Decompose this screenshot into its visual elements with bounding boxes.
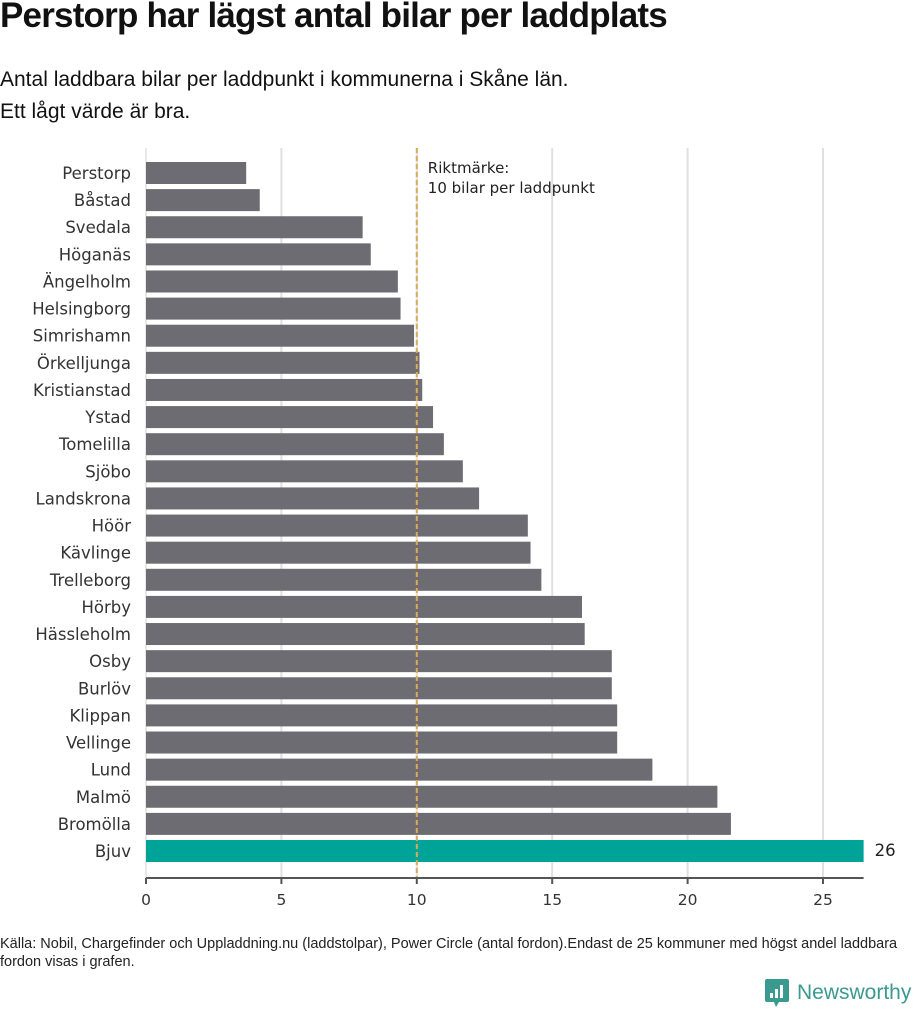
bar-höör <box>146 514 528 537</box>
bar-simrishamn <box>146 324 415 347</box>
bar-osby <box>146 650 612 673</box>
category-label: Ängelholm <box>43 272 131 291</box>
category-label: Örkelljunga <box>37 354 131 373</box>
category-label: Ystad <box>84 408 131 427</box>
bar-ängelholm <box>146 270 398 293</box>
bar-örkelljunga <box>146 351 420 374</box>
bar-malmö <box>146 785 718 808</box>
category-label: Hörby <box>81 598 131 617</box>
category-label: Hässleholm <box>35 625 131 644</box>
category-label: Perstorp <box>62 164 131 183</box>
chart-subtitle: Antal laddbara bilar per laddpunkt i kom… <box>0 64 569 128</box>
category-label: Kävlinge <box>60 544 131 563</box>
bar-kävlinge <box>146 541 531 564</box>
category-label: Höganäs <box>59 245 131 264</box>
x-tick-label: 25 <box>813 891 833 909</box>
x-tick-label: 15 <box>542 891 562 909</box>
category-label: Lund <box>91 761 131 780</box>
bar-höganäs <box>146 243 371 266</box>
category-label: Höör <box>92 517 132 536</box>
category-label: Helsingborg <box>32 300 131 319</box>
reference-line-group: Riktmärke: 10 bilar per laddpunkt <box>415 148 595 878</box>
bar-bjuv <box>146 840 864 862</box>
bar-landskrona <box>146 487 480 510</box>
category-label: Bjuv <box>95 842 131 861</box>
category-label: Bromölla <box>58 815 131 834</box>
data-label-bjuv: 26 <box>875 841 896 860</box>
bar-vellinge <box>146 731 618 754</box>
subtitle-line-1: Antal laddbara bilar per laddpunkt i kom… <box>0 68 569 91</box>
bar-klippan <box>146 704 618 727</box>
bar-trelleborg <box>146 568 542 591</box>
category-label: Simrishamn <box>33 327 131 346</box>
x-axis: 0 5 10 15 20 25 <box>141 877 864 909</box>
bar-lund <box>146 758 653 781</box>
reference-label-line-1: Riktmärke: <box>428 159 510 177</box>
category-label: Klippan <box>69 706 131 725</box>
source-note: Källa: Nobil, Chargefinder och Uppladdni… <box>0 936 898 970</box>
x-tick-label: 10 <box>407 891 427 909</box>
bar-sjöbo <box>146 460 463 483</box>
bar-kristianstad <box>146 378 423 401</box>
data-labels: 26 <box>875 841 896 860</box>
bar-bromölla <box>146 812 731 835</box>
category-label: Kristianstad <box>33 381 131 400</box>
newsworthy-logo[interactable]: Newsworthy <box>764 978 911 1008</box>
category-label: Vellinge <box>66 734 131 753</box>
bar-tomelilla <box>146 433 444 456</box>
bar-hörby <box>146 595 582 618</box>
bar-båstad <box>146 189 260 212</box>
bar-svedala <box>146 216 363 239</box>
category-label: Landskrona <box>36 489 131 508</box>
category-label: Trelleborg <box>49 571 131 590</box>
newsworthy-chart-bubble-icon <box>765 979 789 1007</box>
category-label: Svedala <box>65 218 131 237</box>
category-labels: Perstorp Båstad Svedala Höganäs Ängelholm Hel… <box>32 164 131 861</box>
bar-hässleholm <box>146 623 585 646</box>
category-label: Burlöv <box>78 679 131 698</box>
chart-title: Perstorp har lägst antal bilar per laddp… <box>0 0 668 35</box>
category-label: Sjöbo <box>85 462 131 481</box>
category-label: Båstad <box>74 191 131 210</box>
bars <box>146 162 864 862</box>
category-label: Tomelilla <box>58 435 131 454</box>
subtitle-line-2: Ett lågt värde är bra. <box>0 100 191 123</box>
x-tick-label: 5 <box>276 891 286 909</box>
category-label: Osby <box>89 652 131 671</box>
bar-burlöv <box>146 677 612 700</box>
category-label: Malmö <box>76 788 131 807</box>
brand-name: Newsworthy <box>797 981 912 1004</box>
reference-label-line-2: 10 bilar per laddpunkt <box>428 179 595 197</box>
bar-ystad <box>146 406 434 429</box>
x-tick-label: 0 <box>141 891 151 909</box>
x-tick-label: 20 <box>678 891 698 909</box>
bar-helsingborg <box>146 297 401 320</box>
bar-chart: Perstorp Båstad Svedala Höganäs Ängelholm Hel… <box>32 148 896 909</box>
bar-perstorp <box>146 162 247 184</box>
